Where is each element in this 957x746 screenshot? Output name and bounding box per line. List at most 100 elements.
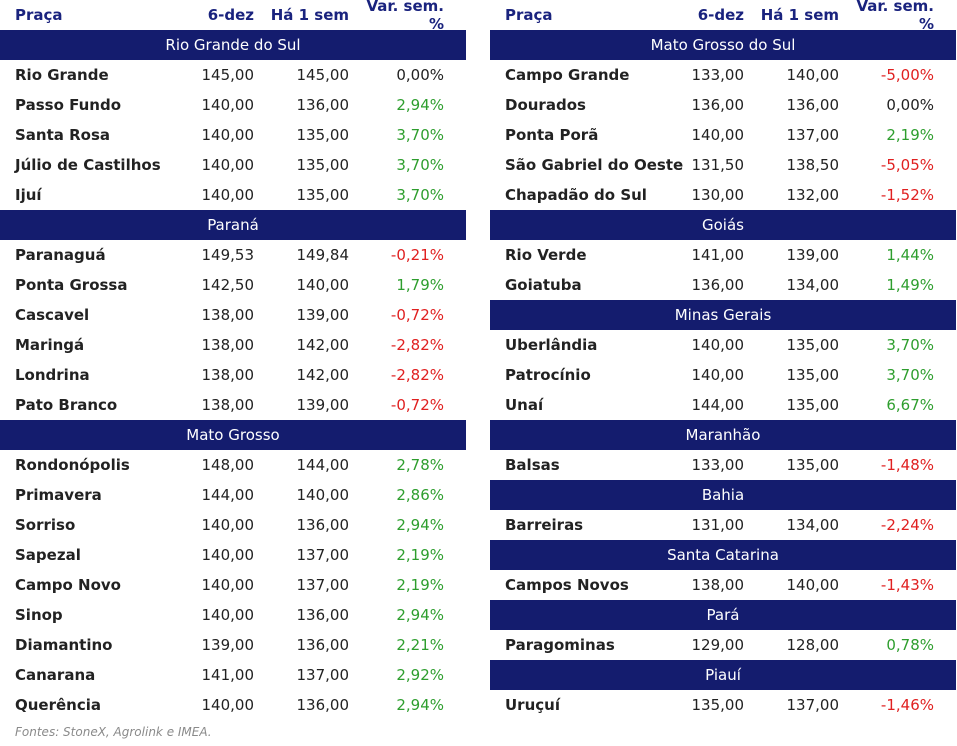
table-row: Sapezal 140,00 137,00 2,19% bbox=[0, 540, 466, 570]
place-name: Paragominas bbox=[505, 636, 615, 654]
place-name: Rio Verde bbox=[505, 246, 587, 264]
price-week-ago: 137,00 bbox=[296, 546, 350, 564]
table-row: São Gabriel do Oeste 131,50 138,50 -5,05% bbox=[490, 150, 956, 180]
table-row: Ijuí 140,00 135,00 3,70% bbox=[0, 180, 466, 210]
table-row: Dourados 136,00 136,00 0,00% bbox=[490, 90, 956, 120]
price-week-ago: 144,00 bbox=[296, 456, 350, 474]
price-week-ago: 134,00 bbox=[786, 276, 840, 294]
price-date: 140,00 bbox=[691, 336, 745, 354]
weekly-variation: 3,70% bbox=[886, 336, 934, 354]
weekly-variation: -1,52% bbox=[880, 186, 934, 204]
left-price-table: Praça 6-dez Há 1 sem Var. sem. % Rio Gra… bbox=[0, 0, 466, 720]
weekly-variation: 1,44% bbox=[886, 246, 934, 264]
table-row: Chapadão do Sul 130,00 132,00 -1,52% bbox=[490, 180, 956, 210]
region-header: Maranhão bbox=[490, 420, 956, 450]
table-row: Campos Novos 138,00 140,00 -1,43% bbox=[490, 570, 956, 600]
price-week-ago: 136,00 bbox=[296, 606, 350, 624]
region-header: Mato Grosso bbox=[0, 420, 466, 450]
region-header: Paraná bbox=[0, 210, 466, 240]
price-week-ago: 137,00 bbox=[296, 576, 350, 594]
table-row: Balsas 133,00 135,00 -1,48% bbox=[490, 450, 956, 480]
price-week-ago: 142,00 bbox=[296, 336, 350, 354]
price-date: 130,00 bbox=[691, 186, 745, 204]
table-row: Rio Grande 145,00 145,00 0,00% bbox=[0, 60, 466, 90]
price-week-ago: 140,00 bbox=[786, 66, 840, 84]
price-date: 144,00 bbox=[201, 486, 255, 504]
place-name: Santa Rosa bbox=[15, 126, 111, 144]
weekly-variation: 0,78% bbox=[886, 636, 934, 654]
price-date: 145,00 bbox=[201, 66, 255, 84]
weekly-variation: -5,00% bbox=[880, 66, 934, 84]
place-name: Rondonópolis bbox=[15, 456, 130, 474]
weekly-variation: -1,48% bbox=[880, 456, 934, 474]
place-name: Uberlândia bbox=[505, 336, 598, 354]
price-date: 138,00 bbox=[201, 306, 255, 324]
right-price-table: Praça 6-dez Há 1 sem Var. sem. % Mato Gr… bbox=[490, 0, 956, 720]
place-name: Cascavel bbox=[15, 306, 90, 324]
weekly-variation: 2,94% bbox=[396, 96, 444, 114]
price-week-ago: 137,00 bbox=[296, 666, 350, 684]
weekly-variation: 3,70% bbox=[396, 186, 444, 204]
weekly-variation: 2,19% bbox=[396, 546, 444, 564]
place-name: Paranaguá bbox=[15, 246, 106, 264]
header-week: Há 1 sem bbox=[270, 6, 349, 24]
price-week-ago: 137,00 bbox=[786, 126, 840, 144]
price-week-ago: 145,00 bbox=[296, 66, 350, 84]
price-week-ago: 140,00 bbox=[786, 576, 840, 594]
region-header: Goiás bbox=[490, 210, 956, 240]
source-footnote: Fontes: StoneX, Agrolink e IMEA. bbox=[15, 725, 212, 739]
price-date: 140,00 bbox=[201, 156, 255, 174]
weekly-variation: 1,79% bbox=[396, 276, 444, 294]
place-name: Sinop bbox=[15, 606, 63, 624]
place-name: Rio Grande bbox=[15, 66, 109, 84]
price-date: 138,00 bbox=[691, 576, 745, 594]
table-row: Uruçuí 135,00 137,00 -1,46% bbox=[490, 690, 956, 720]
price-date: 138,00 bbox=[201, 366, 255, 384]
weekly-variation: -5,05% bbox=[880, 156, 934, 174]
price-week-ago: 139,00 bbox=[296, 306, 350, 324]
place-name: Unaí bbox=[505, 396, 544, 414]
place-name: Canarana bbox=[15, 666, 96, 684]
price-date: 136,00 bbox=[691, 96, 745, 114]
place-name: Campo Grande bbox=[505, 66, 630, 84]
price-date: 139,00 bbox=[201, 636, 255, 654]
table-row: Paranaguá 149,53 149,84 -0,21% bbox=[0, 240, 466, 270]
table-row: Canarana 141,00 137,00 2,92% bbox=[0, 660, 466, 690]
weekly-variation: -2,24% bbox=[880, 516, 934, 534]
weekly-variation: -1,46% bbox=[880, 696, 934, 714]
price-date: 138,00 bbox=[201, 396, 255, 414]
place-name: Ponta Grossa bbox=[15, 276, 128, 294]
weekly-variation: 3,70% bbox=[396, 126, 444, 144]
table-row: Goiatuba 136,00 134,00 1,49% bbox=[490, 270, 956, 300]
weekly-variation: 2,94% bbox=[396, 696, 444, 714]
price-week-ago: 135,00 bbox=[786, 366, 840, 384]
region-header: Piauí bbox=[490, 660, 956, 690]
weekly-variation: -1,43% bbox=[880, 576, 934, 594]
table-row: Pato Branco 138,00 139,00 -0,72% bbox=[0, 390, 466, 420]
table-row: Barreiras 131,00 134,00 -2,24% bbox=[490, 510, 956, 540]
weekly-variation: 3,70% bbox=[396, 156, 444, 174]
price-week-ago: 134,00 bbox=[786, 516, 840, 534]
price-date: 140,00 bbox=[691, 126, 745, 144]
price-week-ago: 128,00 bbox=[786, 636, 840, 654]
region-header: Mato Grosso do Sul bbox=[490, 30, 956, 60]
place-name: Balsas bbox=[505, 456, 560, 474]
table-row: Rondonópolis 148,00 144,00 2,78% bbox=[0, 450, 466, 480]
price-date: 144,00 bbox=[691, 396, 745, 414]
place-name: Querência bbox=[15, 696, 102, 714]
weekly-variation: -0,72% bbox=[390, 306, 444, 324]
weekly-variation: -2,82% bbox=[390, 366, 444, 384]
place-name: Dourados bbox=[505, 96, 586, 114]
weekly-variation: 2,86% bbox=[396, 486, 444, 504]
weekly-variation: -0,21% bbox=[390, 246, 444, 264]
price-week-ago: 135,00 bbox=[296, 186, 350, 204]
place-name: Barreiras bbox=[505, 516, 584, 534]
table-header: Praça 6-dez Há 1 sem Var. sem. % bbox=[0, 0, 466, 33]
price-week-ago: 136,00 bbox=[296, 96, 350, 114]
place-name: Pato Branco bbox=[15, 396, 118, 414]
price-date: 131,00 bbox=[691, 516, 745, 534]
weekly-variation: 3,70% bbox=[886, 366, 934, 384]
place-name: Patrocínio bbox=[505, 366, 591, 384]
region-header: Bahia bbox=[490, 480, 956, 510]
price-date: 140,00 bbox=[201, 126, 255, 144]
